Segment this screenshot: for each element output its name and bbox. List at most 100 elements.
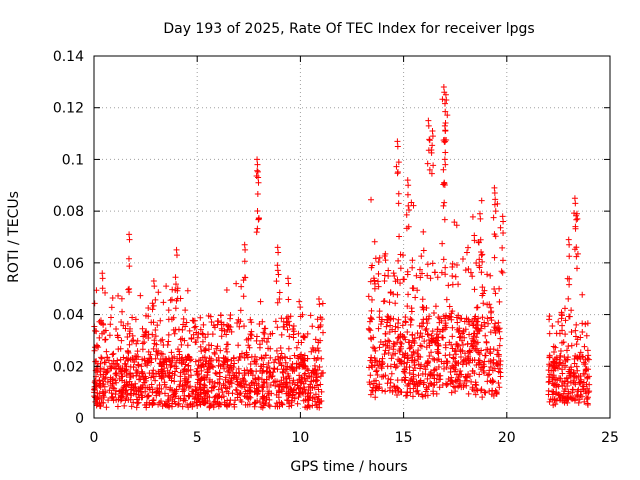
data-point bbox=[418, 253, 425, 260]
data-point bbox=[425, 359, 432, 366]
data-point bbox=[277, 345, 284, 352]
data-point bbox=[99, 275, 106, 282]
data-point bbox=[133, 404, 140, 411]
data-point bbox=[149, 399, 156, 406]
data-point bbox=[394, 170, 401, 177]
data-point bbox=[223, 331, 230, 338]
data-point bbox=[551, 360, 558, 367]
data-point bbox=[491, 324, 498, 331]
data-point bbox=[125, 349, 132, 356]
data-point bbox=[583, 366, 590, 373]
data-point bbox=[429, 133, 436, 140]
data-point bbox=[247, 367, 254, 374]
data-point bbox=[465, 390, 472, 397]
data-point bbox=[434, 326, 441, 333]
data-point bbox=[566, 281, 573, 288]
data-point bbox=[381, 277, 388, 284]
data-point bbox=[129, 314, 136, 321]
data-point bbox=[481, 319, 488, 326]
data-point bbox=[390, 291, 397, 298]
data-point bbox=[174, 287, 181, 294]
data-point bbox=[384, 363, 391, 370]
data-point bbox=[263, 394, 270, 401]
data-point bbox=[441, 156, 448, 163]
data-point bbox=[568, 328, 575, 335]
data-point bbox=[375, 283, 382, 290]
data-point bbox=[561, 305, 568, 312]
data-point bbox=[491, 190, 498, 197]
data-point bbox=[554, 365, 561, 372]
data-point bbox=[139, 370, 146, 377]
data-point bbox=[497, 335, 504, 342]
data-point bbox=[318, 355, 325, 362]
data-point bbox=[124, 320, 131, 327]
data-point bbox=[259, 388, 266, 395]
data-point bbox=[109, 351, 116, 358]
data-point bbox=[546, 330, 553, 337]
data-point bbox=[409, 257, 416, 264]
data-point bbox=[412, 294, 419, 301]
data-point bbox=[491, 231, 498, 238]
data-point bbox=[425, 117, 432, 124]
data-point bbox=[177, 336, 184, 343]
data-point bbox=[573, 363, 580, 370]
data-point bbox=[320, 369, 327, 376]
data-point bbox=[453, 262, 460, 269]
data-point bbox=[155, 401, 162, 408]
data-point bbox=[140, 373, 147, 380]
data-point bbox=[283, 397, 290, 404]
data-point bbox=[561, 354, 568, 361]
data-point bbox=[545, 367, 552, 374]
x-tick-label: 5 bbox=[193, 430, 202, 446]
data-point bbox=[142, 329, 149, 336]
data-point bbox=[265, 335, 272, 342]
data-point bbox=[105, 397, 112, 404]
data-point bbox=[568, 366, 575, 373]
data-point bbox=[171, 330, 178, 337]
data-point bbox=[165, 338, 172, 345]
data-point bbox=[395, 385, 402, 392]
data-point bbox=[496, 298, 503, 305]
data-point bbox=[235, 365, 242, 372]
data-point bbox=[586, 388, 593, 395]
data-point bbox=[585, 356, 592, 363]
data-point bbox=[480, 361, 487, 368]
data-point bbox=[565, 295, 572, 302]
data-point bbox=[224, 397, 231, 404]
data-point bbox=[297, 313, 304, 320]
data-point bbox=[284, 363, 291, 370]
data-point bbox=[178, 341, 185, 348]
data-point bbox=[451, 368, 458, 375]
data-point bbox=[167, 364, 174, 371]
data-point bbox=[197, 385, 204, 392]
data-point bbox=[500, 229, 507, 236]
data-point bbox=[126, 263, 133, 270]
data-point bbox=[182, 397, 189, 404]
data-point bbox=[398, 340, 405, 347]
data-point bbox=[198, 348, 205, 355]
data-point bbox=[380, 298, 387, 305]
data-point bbox=[108, 314, 115, 321]
data-point bbox=[314, 345, 321, 352]
data-point bbox=[259, 337, 266, 344]
data-point bbox=[429, 142, 436, 149]
data-point bbox=[465, 316, 472, 323]
data-point bbox=[406, 364, 413, 371]
data-point bbox=[286, 403, 293, 410]
data-point bbox=[385, 349, 392, 356]
data-point bbox=[98, 355, 105, 362]
data-point bbox=[311, 370, 318, 377]
data-point bbox=[426, 137, 433, 144]
data-point bbox=[432, 303, 439, 310]
data-point bbox=[440, 166, 447, 173]
data-point bbox=[238, 383, 245, 390]
data-point bbox=[447, 314, 454, 321]
data-point bbox=[487, 329, 494, 336]
data-point bbox=[282, 359, 289, 366]
data-point bbox=[274, 267, 281, 274]
data-point bbox=[424, 375, 431, 382]
data-point bbox=[248, 380, 255, 387]
data-point bbox=[462, 267, 469, 274]
data-point bbox=[240, 376, 247, 383]
y-tick-label: 0.14 bbox=[53, 49, 84, 65]
